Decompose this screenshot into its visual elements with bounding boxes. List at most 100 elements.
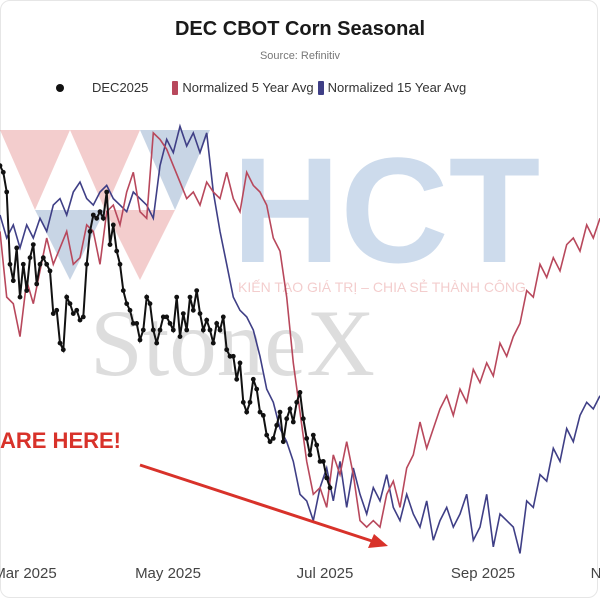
annotation-arrowhead xyxy=(368,534,388,548)
dec2025-point xyxy=(210,340,216,346)
dec2025-point xyxy=(20,261,26,267)
dec2025-point xyxy=(214,321,220,326)
dec2025-point xyxy=(160,314,166,320)
x-tick-label: May 2025 xyxy=(135,565,201,582)
watermark-slogan: KIẾN TẠO GIÁ TRỊ – CHIA SẺ THÀNH CÔNG xyxy=(238,279,526,295)
dec2025-point xyxy=(24,288,30,293)
dec2025-point xyxy=(137,337,143,343)
legend-label-dec2025: DEC2025 xyxy=(92,80,149,95)
dec2025-point xyxy=(140,327,146,333)
dec2025-point xyxy=(247,399,253,405)
dec2025-point xyxy=(54,307,60,313)
x-tick-label: N xyxy=(591,565,600,582)
dec2025-point xyxy=(30,242,36,248)
dec2025-point xyxy=(44,261,50,267)
watermark-brand: HCT xyxy=(232,126,540,294)
series-line-1 xyxy=(0,131,600,529)
dec2025-point xyxy=(170,327,176,333)
dec2025-point xyxy=(47,268,53,274)
dec2025-point xyxy=(180,311,186,316)
series-layer xyxy=(0,123,600,554)
dec2025-point xyxy=(197,311,203,316)
x-tick-label: Mar 2025 xyxy=(0,565,57,582)
dec2025-point xyxy=(240,399,246,405)
dec2025-point xyxy=(270,436,276,441)
dec2025-point xyxy=(110,222,116,228)
dec2025-point xyxy=(67,301,73,307)
dec2025-point xyxy=(57,340,63,346)
dec2025-point xyxy=(220,314,226,320)
dec2025-point xyxy=(200,327,206,333)
dec2025-point xyxy=(50,311,56,316)
dec2025-point xyxy=(114,248,120,254)
watermark-logo-text: StoneX xyxy=(90,290,375,396)
legend-label-5yr: Normalized 5 Year Avg xyxy=(182,80,314,95)
dec2025-point xyxy=(304,436,310,441)
dec2025-point xyxy=(184,327,190,333)
dec2025-point xyxy=(27,255,33,261)
dec2025-point xyxy=(280,439,286,445)
dec2025-point xyxy=(290,419,296,425)
dec2025-point xyxy=(124,301,130,307)
dec2025-point xyxy=(260,413,266,418)
legend-item-15yr[interactable]: Normalized 15 Year Avg xyxy=(317,80,467,95)
dec2025-point xyxy=(317,459,323,464)
dec2025-point xyxy=(217,327,223,333)
dec2025-point xyxy=(250,376,256,382)
dec2025-point xyxy=(147,301,153,307)
dec2025-point xyxy=(224,347,230,353)
dec2025-point xyxy=(104,189,110,195)
dec2025-point xyxy=(237,360,243,366)
dec2025-point xyxy=(120,288,126,293)
dec2025-point xyxy=(287,406,293,412)
legend: DEC2025 Normalized 5 Year Avg Normalized… xyxy=(56,80,580,95)
annotation-arrow xyxy=(139,463,379,545)
dec2025-point xyxy=(107,242,113,248)
dec2025-point xyxy=(90,212,96,218)
dec2025-point xyxy=(134,321,140,326)
dec2025-point xyxy=(230,353,236,359)
watermark: HCT KIẾN TẠO GIÁ TRỊ – CHIA SẺ THÀNH CÔN… xyxy=(0,126,540,396)
legend-item-5yr[interactable]: Normalized 5 Year Avg xyxy=(172,80,314,95)
dec2025-point xyxy=(127,307,133,313)
chart-subtitle: Source: Refinitiv xyxy=(259,50,341,62)
dec2025-point xyxy=(40,255,46,261)
dec2025-point xyxy=(207,327,213,333)
legend-marker-5yr xyxy=(172,80,179,95)
dec2025-point xyxy=(144,294,150,300)
dec2025-point xyxy=(227,353,233,359)
dec2025-point xyxy=(10,278,16,284)
dec2025-point xyxy=(0,163,3,169)
dec2025-point xyxy=(154,340,160,346)
dec2025-point xyxy=(164,314,170,320)
dec2025-point xyxy=(84,261,90,267)
dec2025-point xyxy=(64,294,70,300)
dec2025-point xyxy=(74,307,80,313)
dec2025-point xyxy=(80,314,86,320)
dec2025-point xyxy=(314,442,320,448)
dec2025-point xyxy=(254,386,260,392)
legend-label-15yr: Normalized 15 Year Avg xyxy=(327,80,467,95)
dec2025-point xyxy=(320,459,326,464)
dec2025-point xyxy=(310,432,316,438)
series-line-2 xyxy=(0,123,600,554)
dec2025-point xyxy=(297,390,303,395)
dec2025-point xyxy=(324,475,330,481)
dec2025-point xyxy=(167,321,173,326)
x-axis: Mar 2025 May 2025 Jul 2025 Sep 2025 N xyxy=(0,565,600,582)
dec2025-point xyxy=(294,399,300,405)
legend-item-dec2025[interactable]: DEC2025 xyxy=(56,80,148,95)
dec2025-point xyxy=(4,189,10,195)
dec2025-point xyxy=(257,409,263,415)
dec2025-point xyxy=(100,215,106,221)
dec2025-point xyxy=(177,334,183,339)
dec2025-point xyxy=(277,409,283,415)
dec2025-point xyxy=(244,409,250,415)
dec2025-point xyxy=(190,307,196,313)
dec2025-point xyxy=(264,432,270,438)
annotation-text: ARE HERE! xyxy=(0,428,121,453)
dec2025-point xyxy=(37,261,43,267)
dec2025-point xyxy=(267,439,273,445)
dec2025-point xyxy=(150,327,156,333)
